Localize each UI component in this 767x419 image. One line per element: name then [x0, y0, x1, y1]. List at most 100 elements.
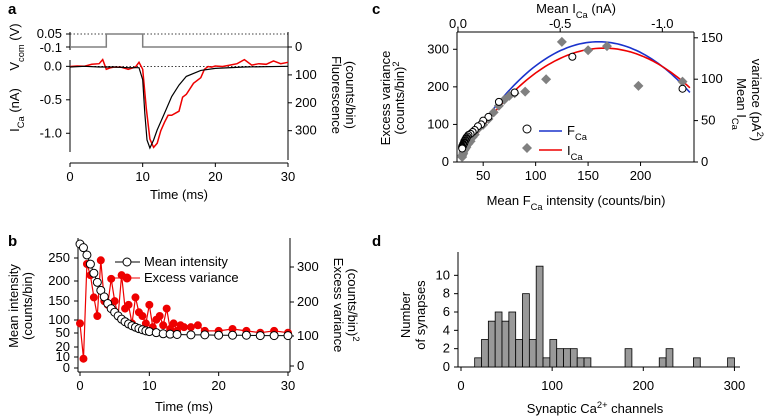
ica-variance-point: [677, 76, 688, 87]
histogram-bar: [487, 320, 496, 368]
fca-variance-point: [678, 84, 687, 93]
excess-variance-point: [162, 304, 171, 313]
b-left-tick-label-100: 100: [48, 312, 70, 327]
b-right-tick-label-100: 100: [297, 328, 319, 343]
b-right-tick-label-0: 0: [297, 358, 304, 373]
d-x-tick-label-300: 300: [724, 378, 746, 393]
c-x-tick-label-200: 200: [630, 168, 652, 183]
fca-variance-point: [510, 88, 519, 97]
c-left-tick-label-300: 300: [427, 41, 449, 56]
c-top-axis-label: Mean ICa (nA): [536, 1, 616, 20]
excess-variance-point: [93, 312, 102, 320]
ica-tick-label--0.5: -0.5: [40, 92, 62, 107]
mean-intensity-point: [200, 330, 210, 340]
c-left-tick-label-200: 200: [427, 79, 449, 94]
legend-fca-label: FCa: [567, 123, 588, 142]
c-x-tick-label-100: 100: [525, 168, 547, 183]
histogram-bar: [535, 265, 544, 368]
histogram-bar: [658, 357, 667, 368]
ica-tick-label--1.0: -1.0: [40, 125, 62, 140]
excess-variance-point: [169, 319, 178, 328]
b-left-tick-label-50: 50: [56, 325, 70, 340]
ica-variance-point: [541, 74, 552, 85]
histogram-bar: [727, 357, 735, 368]
b-left-tick-label-20: 20: [56, 339, 70, 354]
d-y-tick-label-0: 0: [443, 359, 450, 374]
vcom-tick-label--0.1: -0.1: [40, 40, 62, 55]
ica-variance-point: [520, 86, 531, 97]
b-x-tick-label-0: 0: [76, 378, 83, 393]
d-x-tick-label-0: 0: [457, 378, 464, 393]
ica-trace: [69, 65, 289, 150]
b-right-axis-label: Excess variance: [331, 258, 346, 353]
fit-curve-I: [459, 47, 691, 160]
d-y-tick-label-8: 8: [443, 286, 450, 301]
c-top-tick-label-0: 0.0: [449, 16, 467, 31]
vcom-trace: [70, 33, 288, 48]
excess-variance-point: [180, 323, 188, 332]
d-y-axis-label: Number: [398, 291, 413, 338]
c-right-axis-variance: variance (pA2): [749, 59, 765, 142]
b-x-tick-label-20: 20: [211, 378, 225, 393]
excess-variance-point: [138, 312, 147, 320]
legend-ica-marker: [522, 143, 532, 153]
mean-intensity-point: [186, 330, 196, 340]
mean-intensity-point: [255, 331, 265, 341]
d-y-tick-label-10: 10: [436, 267, 450, 282]
c-left-axis-label: Excess variance: [378, 51, 393, 146]
excess-variance-point: [79, 354, 88, 363]
panel-label-c: c: [372, 1, 380, 18]
fca-variance-point: [568, 52, 577, 61]
histogram-bar: [556, 348, 564, 368]
excess-variance-point: [96, 256, 105, 265]
d-x-axis-label: Synaptic Ca2+ channels: [527, 400, 664, 416]
fca-variance-point: [484, 112, 493, 121]
b-left-tick-label-150: 150: [48, 293, 70, 308]
c-left-axis-unit: (counts/bin)2: [391, 61, 407, 134]
excess-variance-line: [79, 260, 289, 359]
c-right-tick-label-50: 50: [701, 113, 715, 128]
d-y-axis-unit: of synapses: [413, 280, 428, 350]
ica-variance-point: [633, 80, 644, 91]
excess-variance-point: [159, 321, 168, 330]
fluor-tick-label-0: 0: [295, 39, 302, 54]
b-left-tick-label-200: 200: [48, 273, 70, 288]
legend-fca-marker: [522, 124, 532, 134]
fluor-tick-label-200: 200: [295, 95, 317, 110]
vcom-tick-label-0.05: 0.05: [37, 26, 62, 41]
histogram-bar: [563, 348, 571, 368]
c-x-axis-label: Mean FCa intensity (counts/bin): [487, 193, 666, 212]
b-left-axis-unit: (counts/bin): [20, 272, 35, 340]
excess-variance-point: [193, 321, 202, 330]
b-right-axis-unit: (counts/bin)2: [345, 268, 361, 341]
excess-variance-point: [89, 293, 98, 302]
a-x-axis-label: Time (ms): [150, 187, 208, 202]
a-x-tick-label-10: 10: [135, 169, 149, 184]
ica-axis-label: ICa (nA): [7, 88, 26, 132]
histogram-bar: [528, 339, 537, 368]
fca-variance-point: [494, 97, 503, 106]
histogram-bar: [501, 320, 510, 368]
histogram-bar: [569, 348, 578, 368]
mean-intensity-point: [172, 329, 182, 339]
excess-variance-point: [76, 319, 84, 328]
c-top-tick-label--0.5: -0.5: [549, 16, 571, 31]
histogram-bar: [549, 339, 558, 368]
fluor-tick-label-300: 300: [295, 123, 317, 138]
fluorescence-trace: [69, 58, 289, 149]
histogram-bar: [542, 357, 551, 368]
histogram-bar: [693, 357, 701, 368]
panel-label-d: d: [372, 233, 381, 250]
mean-intensity-point: [214, 330, 224, 340]
b-x-tick-label-30: 30: [281, 378, 295, 393]
panel-label-a: a: [8, 1, 17, 18]
histogram-bar: [508, 311, 517, 368]
b-x-axis-label: Time (ms): [155, 399, 213, 414]
d-x-tick-label-200: 200: [632, 378, 654, 393]
mean-intensity-point: [82, 250, 92, 260]
c-right-tick-label-0: 0: [701, 154, 708, 169]
panel-label-b: b: [8, 233, 17, 250]
histogram-bar: [481, 339, 489, 368]
fluor-axis-unit: (counts/bin): [343, 61, 358, 129]
a-x-tick-label-0: 0: [66, 169, 73, 184]
